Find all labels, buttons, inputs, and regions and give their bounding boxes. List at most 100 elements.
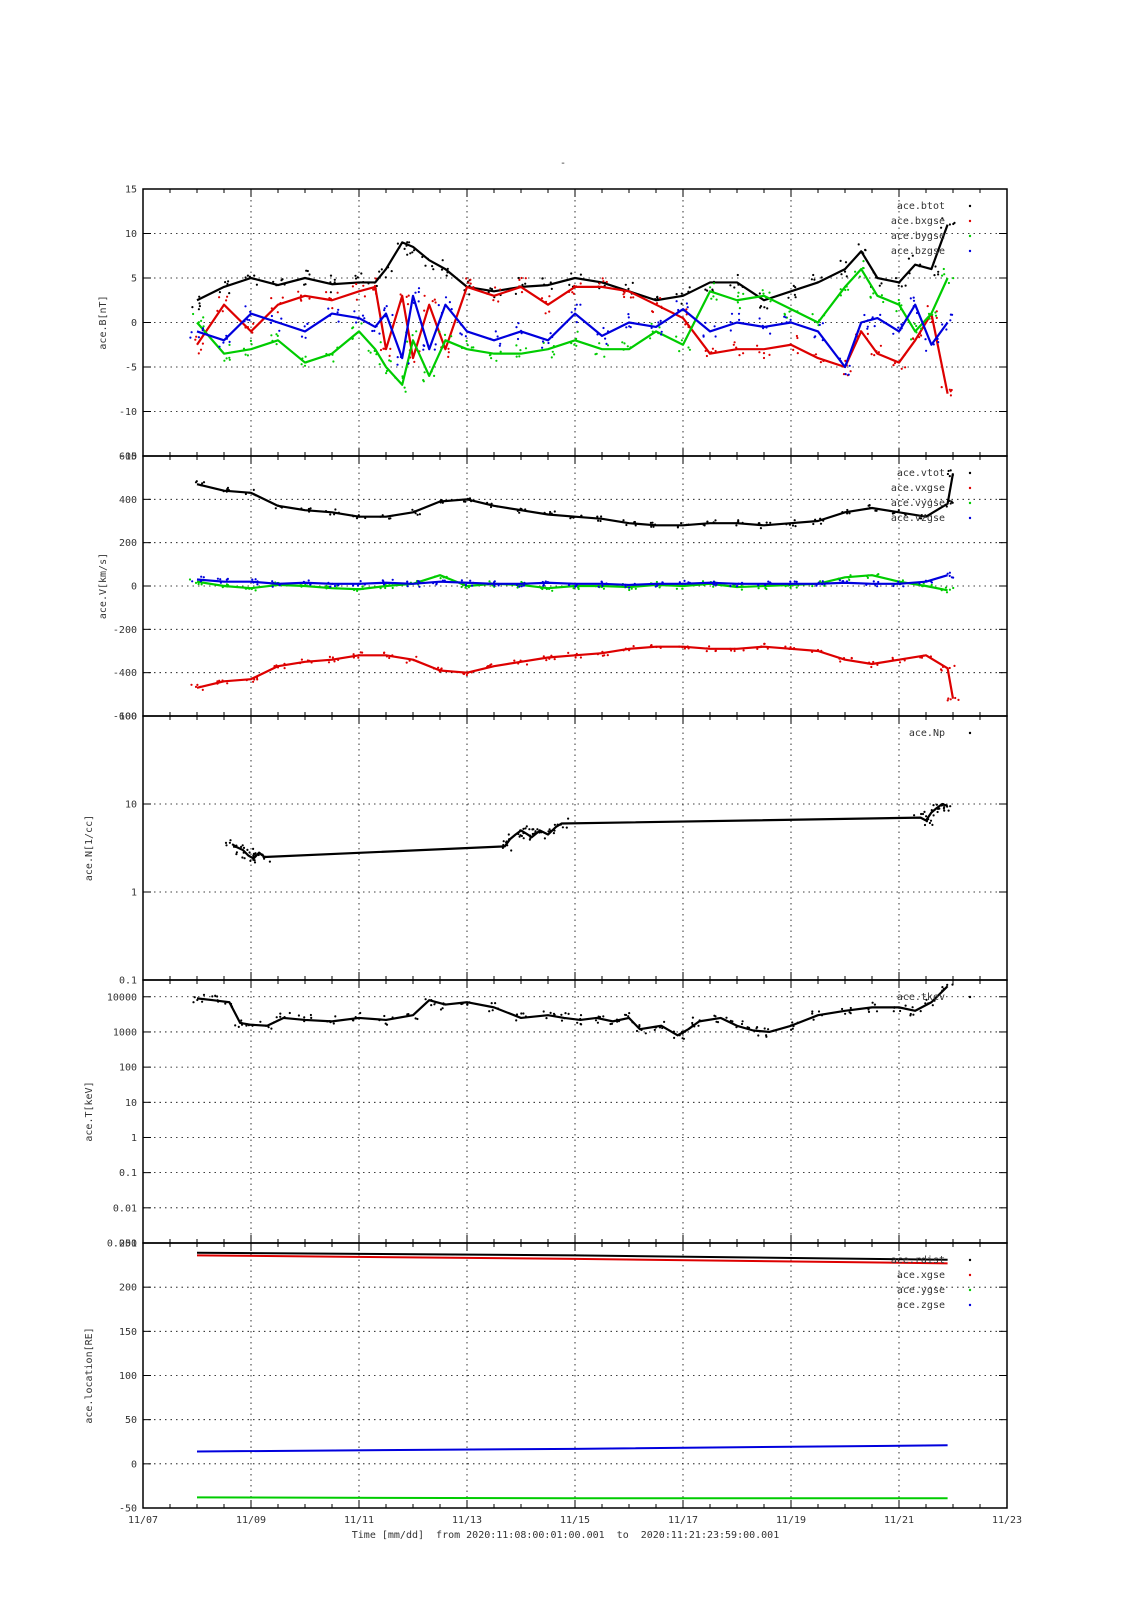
data-point (901, 579, 905, 582)
data-point (248, 319, 251, 322)
series-ace-zgse (196, 1444, 948, 1453)
data-point (595, 352, 598, 355)
data-point (933, 274, 936, 277)
data-point (269, 321, 273, 324)
data-point (817, 1010, 821, 1013)
data-point (520, 291, 524, 294)
data-point (713, 325, 716, 328)
data-point (638, 1024, 641, 1027)
data-point (432, 582, 435, 585)
data-point (941, 217, 944, 220)
data-point (192, 312, 195, 316)
data-point (915, 324, 918, 328)
data-point (524, 282, 527, 285)
data-point (570, 342, 573, 345)
data-point (188, 578, 192, 581)
data-point (353, 310, 356, 313)
data-point (882, 321, 886, 324)
data-point (793, 519, 796, 522)
data-point (240, 1023, 244, 1026)
data-point (228, 343, 231, 346)
data-point (328, 354, 331, 357)
data-point (617, 1020, 621, 1023)
y-tick-label: 10 (125, 229, 137, 240)
data-point (675, 293, 678, 296)
data-point (866, 576, 870, 580)
data-point (846, 508, 849, 512)
data-point (634, 524, 637, 527)
data-point (396, 363, 399, 366)
y-tick-label: 0 (131, 582, 137, 593)
data-point (769, 300, 772, 303)
data-point (271, 580, 274, 583)
data-point (253, 274, 256, 277)
data-point (757, 522, 760, 525)
data-point (711, 347, 715, 350)
data-point (948, 574, 951, 578)
data-point (518, 835, 521, 838)
series-ace-vtot (194, 469, 955, 530)
data-point (929, 513, 932, 516)
data-point (488, 1010, 491, 1013)
data-point (416, 1017, 419, 1021)
data-point (329, 274, 333, 277)
data-point (522, 832, 525, 835)
data-point (816, 321, 819, 324)
data-point (414, 1017, 417, 1020)
data-point (412, 659, 415, 662)
legend-label: ace.tkev (897, 992, 945, 1003)
data-point (909, 1014, 912, 1017)
data-point (192, 1001, 195, 1004)
data-point (254, 852, 257, 855)
data-point (405, 295, 408, 298)
data-point (447, 347, 450, 350)
data-point (650, 326, 653, 329)
data-point (933, 999, 936, 1002)
data-point (414, 291, 417, 294)
data-point (644, 1032, 647, 1035)
data-point (439, 577, 442, 580)
data-point (441, 579, 444, 582)
data-point (691, 1016, 695, 1019)
data-point (202, 576, 205, 579)
data-point (246, 326, 249, 329)
data-point (816, 281, 819, 284)
data-point (470, 500, 473, 503)
data-point (949, 698, 952, 701)
data-point (225, 357, 228, 360)
data-point (947, 809, 950, 812)
data-point (818, 319, 821, 322)
data-point (244, 353, 247, 356)
data-point (351, 337, 354, 340)
x-tick-label: 11/15 (560, 1515, 590, 1526)
legend-marker (968, 1273, 972, 1277)
data-point (685, 302, 689, 305)
data-point (401, 375, 404, 378)
data-point (542, 584, 545, 587)
data-point (874, 509, 877, 512)
data-point (767, 1028, 770, 1031)
data-point (601, 584, 604, 588)
data-point (235, 853, 238, 856)
data-point (441, 501, 444, 504)
data-point (882, 300, 885, 304)
data-point (195, 335, 198, 338)
data-point (401, 376, 404, 380)
data-point (407, 362, 410, 365)
data-point (369, 351, 372, 354)
data-point (741, 521, 744, 525)
data-point (920, 656, 924, 659)
data-point (867, 1010, 871, 1014)
data-point (556, 824, 559, 827)
data-point (354, 1016, 357, 1019)
data-point (224, 841, 228, 845)
data-point (872, 271, 875, 274)
data-point (515, 1019, 518, 1022)
data-point (244, 305, 247, 308)
y-axis-label: ace.B[nT] (98, 295, 109, 349)
data-point (249, 310, 252, 313)
data-point (596, 517, 600, 520)
data-point (443, 579, 446, 582)
data-point (225, 490, 228, 493)
data-point (712, 585, 715, 588)
